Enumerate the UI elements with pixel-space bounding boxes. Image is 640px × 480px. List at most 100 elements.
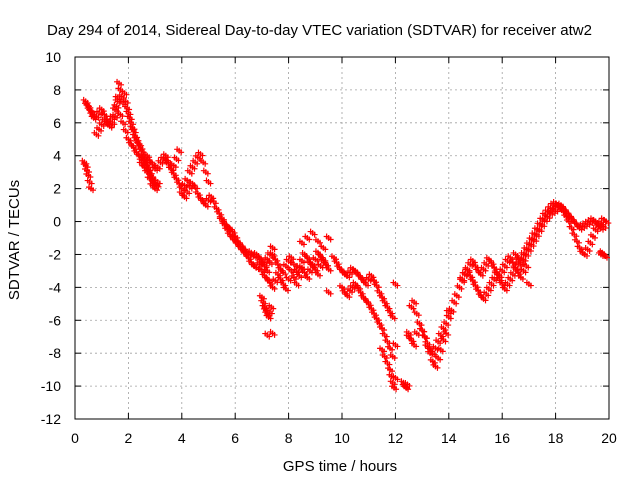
y-axis-tick-labels: -12 -10 -8 -6 -4 -2 0 2 4 6 8 10 <box>41 49 61 427</box>
data-point <box>409 340 416 347</box>
data-point <box>482 267 489 274</box>
data-point <box>563 210 570 217</box>
data-point <box>230 236 237 243</box>
data-point <box>168 169 175 176</box>
data-point <box>323 287 330 294</box>
data-point <box>174 179 181 186</box>
data-point <box>286 266 293 273</box>
data-point <box>599 251 606 258</box>
data-point <box>198 157 205 164</box>
data-point <box>203 195 210 202</box>
data-point <box>291 279 298 286</box>
data-point <box>521 249 528 256</box>
data-point <box>363 274 370 281</box>
data-point <box>413 343 420 350</box>
data-point <box>152 162 159 169</box>
data-point <box>430 361 437 368</box>
data-point <box>270 254 277 261</box>
data-point <box>304 266 311 273</box>
data-point <box>434 346 441 353</box>
data-point <box>131 134 138 141</box>
data-point <box>483 254 490 261</box>
data-point <box>179 192 186 199</box>
data-point <box>382 358 389 365</box>
data-point <box>410 305 417 312</box>
data-point <box>159 160 166 167</box>
data-point <box>116 91 123 98</box>
data-point <box>386 361 393 368</box>
data-point <box>188 170 195 177</box>
x-tick-label: 16 <box>494 430 510 446</box>
data-point <box>575 239 582 246</box>
data-point <box>389 368 396 375</box>
data-point <box>337 266 343 273</box>
data-point <box>502 279 509 286</box>
data-point <box>365 282 372 289</box>
data-point <box>603 254 610 261</box>
data-point <box>104 121 111 128</box>
data-point <box>394 282 401 289</box>
data-point <box>172 164 179 171</box>
data-point <box>583 252 590 259</box>
data-point <box>543 218 550 225</box>
data-point <box>222 225 229 232</box>
data-point <box>337 282 343 289</box>
data-point <box>569 230 576 237</box>
x-axis-tick-labels: 0 2 4 6 8 10 12 14 16 18 20 <box>71 430 617 446</box>
x-tick-label: 4 <box>178 430 186 446</box>
data-point <box>315 261 322 268</box>
data-point <box>267 243 274 250</box>
data-point <box>430 343 437 350</box>
data-point <box>212 200 219 207</box>
data-point <box>204 203 211 210</box>
x-tick-label: 8 <box>285 430 293 446</box>
x-tick-label: 14 <box>441 430 457 446</box>
data-point <box>590 217 597 224</box>
data-point <box>136 159 143 166</box>
chart-title: Day 294 of 2014, Sidereal Day-to-day VTE… <box>47 22 592 39</box>
data-point <box>375 284 382 291</box>
data-point <box>296 263 303 270</box>
data-point <box>111 121 118 128</box>
data-point <box>319 264 326 271</box>
data-point <box>522 269 529 276</box>
data-point <box>574 243 581 250</box>
data-point <box>227 233 234 240</box>
data-point <box>288 272 295 279</box>
data-point <box>386 371 393 378</box>
data-point <box>263 312 270 319</box>
data-point <box>339 287 346 294</box>
data-point <box>503 264 510 271</box>
data-point <box>95 114 102 121</box>
data-point <box>467 256 474 263</box>
data-point <box>391 315 398 322</box>
y-tick-label: -12 <box>41 411 61 427</box>
data-point <box>374 319 381 326</box>
data-point <box>148 177 155 184</box>
data-point <box>566 213 573 220</box>
data-point <box>385 343 392 350</box>
data-point <box>394 343 401 350</box>
data-point <box>296 238 303 245</box>
data-point <box>525 252 532 259</box>
data-point <box>478 264 485 271</box>
data-point <box>182 175 189 182</box>
data-point <box>187 179 194 186</box>
data-point <box>554 208 561 215</box>
data-point <box>302 272 309 279</box>
data-point <box>295 282 302 289</box>
data-point <box>473 286 480 293</box>
data-point <box>123 91 130 98</box>
data-point <box>346 274 353 281</box>
data-point <box>389 346 396 353</box>
y-axis-label: SDTVAR / TECUs <box>6 180 23 300</box>
data-point <box>327 290 334 297</box>
data-point <box>135 143 142 149</box>
data-point <box>379 351 386 358</box>
data-point <box>569 217 576 224</box>
data-point <box>403 328 410 335</box>
data-point <box>450 308 457 315</box>
data-point <box>86 184 93 191</box>
data-point <box>271 246 278 253</box>
data-point <box>268 261 275 268</box>
